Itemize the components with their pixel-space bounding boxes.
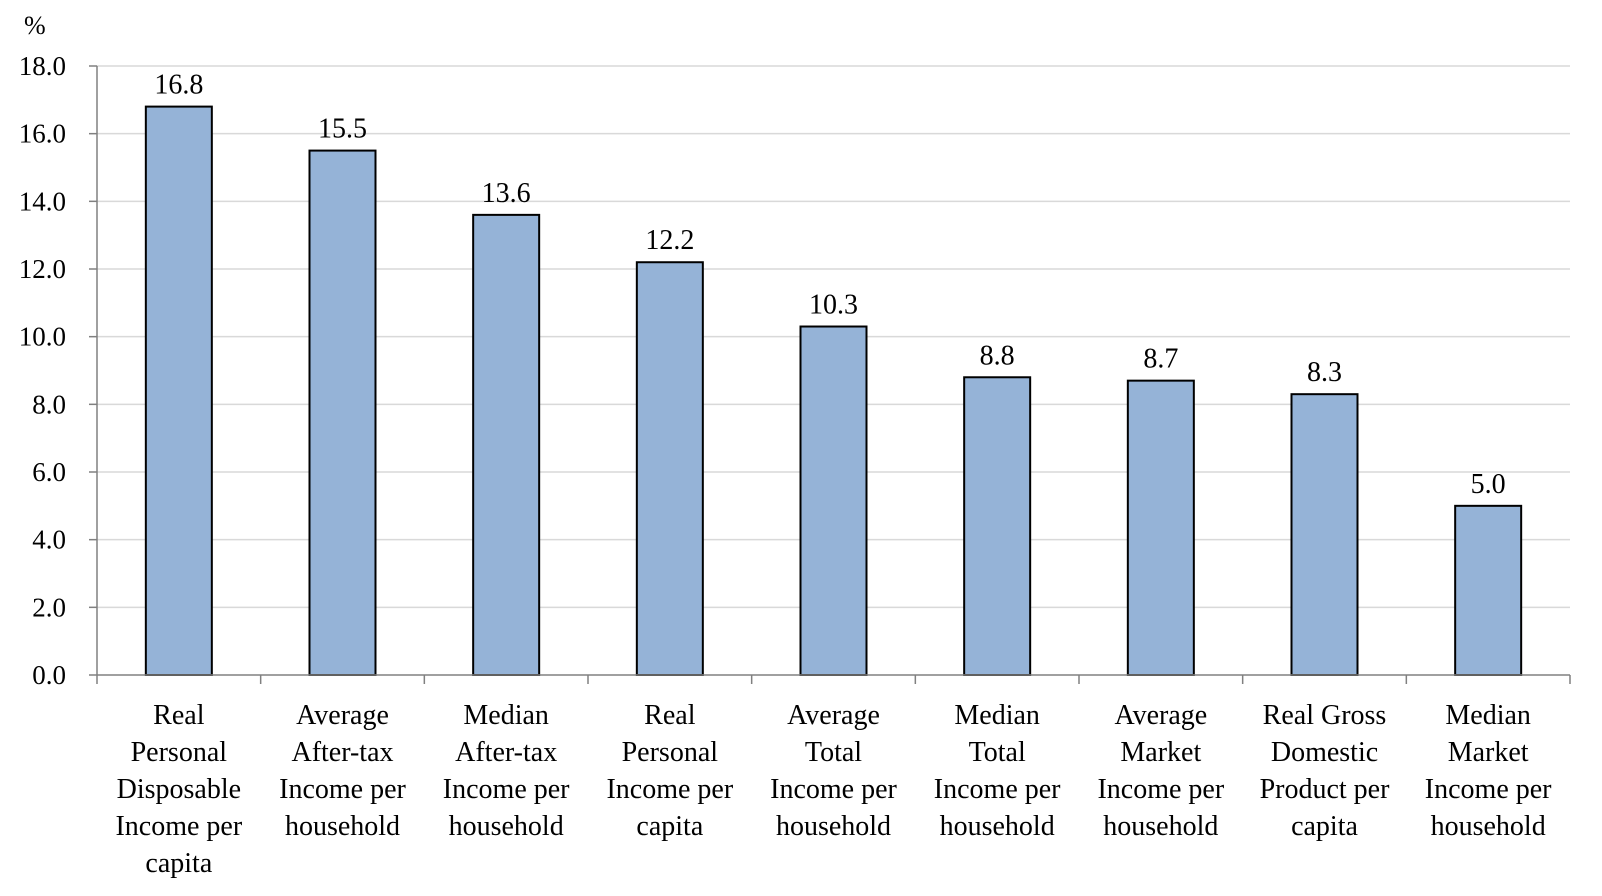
bar-value-label: 8.7 xyxy=(1143,344,1178,375)
x-category-label-line: Average xyxy=(787,700,880,731)
bar xyxy=(1290,393,1359,676)
x-category-label-line: Real xyxy=(644,700,696,731)
x-category-label-line: Personal xyxy=(622,737,719,768)
x-category-label-line: After-tax xyxy=(455,737,557,768)
y-tick-label: 0.0 xyxy=(32,660,66,690)
y-tick-label: 12.0 xyxy=(19,254,66,284)
x-category-label: Median Market Income per household xyxy=(1425,700,1552,842)
y-axis-ticks: 0.0 2.0 4.0 6.0 8.0 10.0 12.0 14.0 16.0 18.0 xyxy=(19,51,97,690)
bars: 16.8 15.5 13.6 12.2 10.3 8.8 8.7 8.3 5.0 xyxy=(144,70,1523,677)
bar xyxy=(963,376,1032,676)
y-tick-label: 8.0 xyxy=(32,389,66,419)
x-category-label-line: Income per xyxy=(934,774,1061,805)
bar-value-label: 12.2 xyxy=(645,225,694,256)
x-axis-category-labels: Real Personal Disposable Income per capita Av… xyxy=(115,700,1552,879)
bar xyxy=(799,325,868,676)
x-category-label-line: Income per xyxy=(443,774,570,805)
x-category-label: Average After-tax Income per household xyxy=(279,700,406,842)
y-tick-label: 2.0 xyxy=(32,592,66,622)
y-tick-label: 18.0 xyxy=(19,51,66,81)
y-tick-label: 16.0 xyxy=(19,119,66,149)
y-tick-label: 6.0 xyxy=(32,457,66,487)
bar xyxy=(635,261,704,676)
x-category-label-line: capita xyxy=(145,848,212,879)
y-axis-unit-label: % xyxy=(24,11,46,40)
bar xyxy=(144,105,213,677)
x-category-label: Median Total Income per household xyxy=(934,700,1061,842)
x-category-label-line: Product per xyxy=(1260,774,1391,805)
x-category-label-line: household xyxy=(776,811,891,842)
x-category-label-line: Median xyxy=(463,700,549,731)
x-category-label-line: Median xyxy=(954,700,1040,731)
bar-value-label: 16.8 xyxy=(154,70,203,101)
bar xyxy=(1454,504,1523,677)
x-category-label-line: Income per xyxy=(1425,774,1552,805)
x-category-label-line: Market xyxy=(1120,737,1201,768)
x-category-label-line: Real Gross xyxy=(1263,700,1387,731)
x-category-label-line: Income per xyxy=(770,774,897,805)
bar-value-label: 10.3 xyxy=(809,290,858,321)
bar-value-label: 8.8 xyxy=(980,340,1015,371)
x-category-label-line: Market xyxy=(1448,737,1529,768)
y-tick-label: 4.0 xyxy=(32,525,66,555)
x-category-label-line: Personal xyxy=(131,737,228,768)
x-category-label-line: Total xyxy=(969,737,1026,768)
x-category-label-line: capita xyxy=(636,811,703,842)
bar xyxy=(472,213,541,676)
x-category-label: Average Total Income per household xyxy=(770,700,897,842)
x-category-label-line: household xyxy=(285,811,400,842)
x-category-label-line: Median xyxy=(1445,700,1531,731)
x-category-label-line: capita xyxy=(1291,811,1358,842)
x-category-label: Real Gross Domestic Product per capita xyxy=(1260,700,1391,842)
bar xyxy=(1126,379,1195,676)
x-category-label-line: Domestic xyxy=(1271,737,1378,768)
x-category-label-line: Income per xyxy=(606,774,733,805)
x-category-label-line: Average xyxy=(1114,700,1207,731)
y-tick-label: 10.0 xyxy=(19,322,66,352)
x-category-label-line: household xyxy=(940,811,1055,842)
y-tick-label: 14.0 xyxy=(19,186,66,216)
bar-value-label: 15.5 xyxy=(318,114,367,145)
axes xyxy=(96,66,1571,684)
x-category-label-line: After-tax xyxy=(291,737,393,768)
x-category-label-line: Real xyxy=(153,700,205,731)
x-category-label-line: household xyxy=(449,811,564,842)
x-category-label-line: Income per xyxy=(1097,774,1224,805)
x-category-label: Median After-tax Income per household xyxy=(443,700,570,842)
bar-value-label: 5.0 xyxy=(1471,469,1506,500)
x-category-label-line: Total xyxy=(805,737,862,768)
x-category-label-line: Income per xyxy=(115,811,242,842)
x-category-label-line: Average xyxy=(296,700,389,731)
x-category-label-line: household xyxy=(1431,811,1546,842)
x-category-label: Real Personal Disposable Income per capita xyxy=(115,700,242,879)
x-category-label-line: Income per xyxy=(279,774,406,805)
x-category-label-line: Disposable xyxy=(117,774,241,805)
bar-value-label: 13.6 xyxy=(482,178,531,209)
bar-value-label: 8.3 xyxy=(1307,357,1342,388)
bar xyxy=(308,149,377,677)
x-category-label: Average Market Income per household xyxy=(1097,700,1224,842)
x-category-label-line: household xyxy=(1103,811,1218,842)
x-category-label: Real Personal Income per capita xyxy=(606,700,733,842)
